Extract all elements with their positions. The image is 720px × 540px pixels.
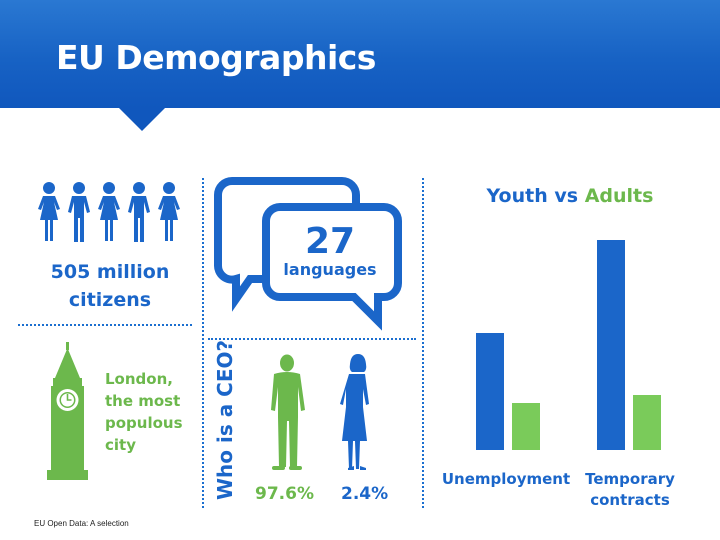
chart-title: Youth vs Adults — [460, 185, 680, 207]
chart-title-separator: vs — [547, 185, 585, 207]
speech-bubble-front — [262, 203, 402, 331]
divider-right — [422, 178, 424, 508]
woman-icon — [38, 182, 60, 241]
city-line-3: populous — [105, 414, 183, 432]
divider-left — [202, 178, 204, 508]
population-text: 505 million citizens — [20, 258, 200, 314]
bar-youth-temporary-contracts — [597, 240, 625, 450]
ceo-question: Who is a CEO? — [213, 339, 237, 500]
people-icon-group — [38, 182, 180, 242]
population-number: 505 million — [50, 261, 170, 283]
man-icon — [128, 182, 150, 242]
category-label-temporary-contracts: Temporary contracts — [570, 469, 690, 511]
header-notch — [118, 107, 166, 131]
city-text: London, the most populous city — [105, 368, 205, 456]
speech-bubbles-icon — [214, 177, 402, 331]
city-line-2: the most — [105, 392, 181, 410]
category-label-unemployment: Unemployment — [436, 469, 576, 490]
bar-adults-temporary-contracts — [633, 395, 661, 450]
languages-count: 27 — [304, 221, 356, 262]
businesswoman-icon — [340, 354, 369, 470]
woman-icon — [98, 182, 120, 241]
city-line-1: London, — [105, 370, 173, 388]
bar-adults-unemployment — [512, 403, 540, 450]
chart-title-youth: Youth — [486, 185, 548, 207]
ceo-female-percent: 2.4% — [341, 484, 389, 504]
divider-languages — [208, 338, 416, 340]
footer-source: EU Open Data: A selection — [34, 519, 129, 528]
ceo-male-percent: 97.6% — [255, 484, 314, 504]
bar-youth-unemployment — [476, 333, 504, 450]
category-label-line: Temporary — [585, 470, 675, 488]
header-banner — [0, 0, 720, 108]
chart-title-adults: Adults — [584, 185, 654, 207]
woman-icon — [158, 182, 180, 241]
businessman-icon — [271, 354, 305, 470]
category-label-line: contracts — [590, 491, 670, 509]
category-label-line: Unemployment — [441, 470, 571, 488]
languages-label: languages — [283, 260, 377, 279]
population-label: citizens — [68, 289, 152, 311]
city-line-4: city — [105, 436, 136, 454]
bar-chart — [476, 240, 661, 450]
man-icon — [68, 182, 90, 242]
big-ben-icon — [47, 342, 88, 480]
divider-citizens — [18, 324, 192, 326]
speech-bubble-back — [214, 177, 360, 312]
page-title: EU Demographics — [56, 38, 376, 77]
